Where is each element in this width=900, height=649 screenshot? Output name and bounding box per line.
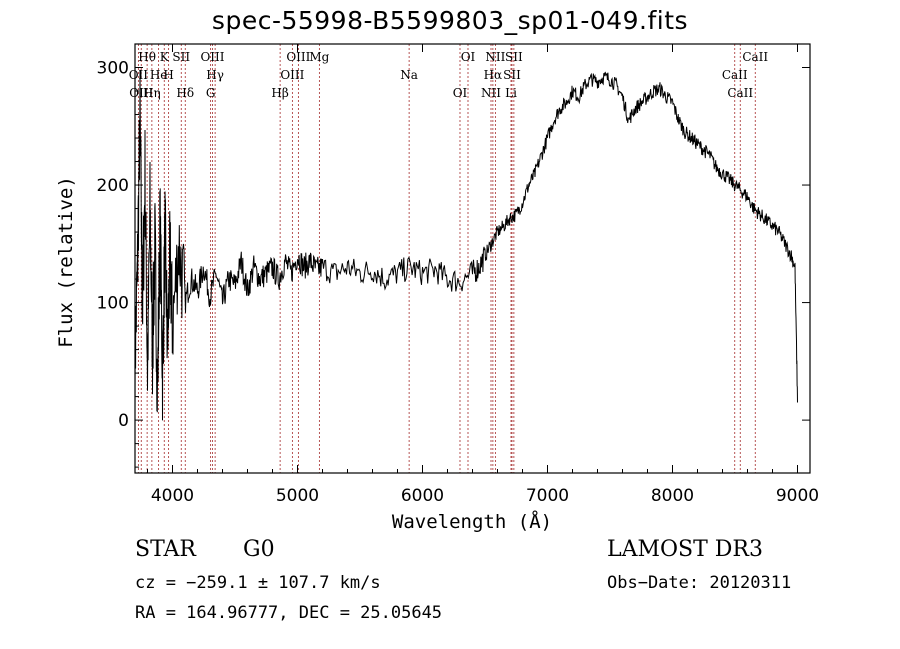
obs-date: Obs−Date: 20120311	[607, 573, 792, 593]
y-tick-label: 300	[97, 59, 129, 79]
x-tick-label: 6000	[401, 486, 444, 506]
spectral-line-label: SII	[503, 68, 521, 82]
spectral-line-label: Hδ	[176, 86, 194, 100]
spectral-line-label: He	[150, 68, 168, 82]
x-tick-label: 8000	[651, 486, 694, 506]
spectral-line-label: OIII	[200, 50, 224, 64]
spectral-line-label: CaII	[742, 50, 768, 64]
spectral-line-label: Hη	[143, 86, 161, 100]
spectral-line-label: SII	[505, 50, 523, 64]
spectral-line-label: G	[206, 86, 216, 100]
spectral-line-label: CaII	[727, 86, 753, 100]
y-tick-label: 0	[118, 411, 129, 431]
spectrum-line	[134, 69, 798, 421]
spectral-line-label: Hγ	[206, 68, 224, 82]
spectral-line-label: CaII	[722, 68, 748, 82]
x-tick-label: 9000	[776, 486, 819, 506]
spectral-line-label: OI	[453, 86, 468, 100]
x-tick-label: 7000	[526, 486, 569, 506]
x-tick-label: 4000	[151, 486, 194, 506]
spectral-line-label: Hβ	[271, 86, 288, 100]
y-axis-label: Flux (relative)	[55, 176, 77, 348]
spectral-line-label: Hθ	[138, 50, 156, 64]
spectral-line-label: NII	[485, 50, 505, 64]
spectral-line-label: OIII	[280, 68, 304, 82]
x-axis-ticks: 4000 5000 6000 7000 8000 9000	[147, 44, 819, 506]
x-axis-label: Wavelength (Å)	[392, 510, 552, 533]
plot-frame	[134, 43, 811, 474]
spectral-line-labels: HθOIIOIIIKHeHηSIIHHδOIIIHγGOIIIOIIIHβMgN…	[129, 50, 769, 100]
spectral-line-label: OI	[461, 50, 476, 64]
spectral-line-label: Mg	[309, 50, 329, 64]
spectral-line-markers	[137, 44, 756, 473]
coordinates: RA = 164.96777, DEC = 25.05645	[135, 603, 443, 623]
star-class: STAR	[135, 537, 196, 562]
spectral-line-label: H	[163, 68, 173, 82]
y-tick-label: 200	[97, 176, 129, 196]
spectral-line-label: Na	[400, 68, 418, 82]
redshift-text: cz = −259.1 ± 107.7 km/s	[135, 573, 381, 593]
spectral-line-label: Li	[505, 86, 517, 100]
y-tick-label: 100	[97, 294, 129, 314]
survey-name: LAMOST DR3	[607, 537, 763, 562]
spectral-line-label: OIII	[286, 50, 310, 64]
spectral-line-label: NII	[481, 86, 501, 100]
y-axis-ticks: 0 100 200 300	[97, 43, 810, 468]
x-tick-label: 5000	[276, 486, 319, 506]
spectral-line-label: Hα	[484, 68, 503, 82]
spectral-line-label: SII	[172, 50, 190, 64]
spectral-line-label: OII	[129, 68, 149, 82]
chart-title: spec-55998-B5599803_sp01-049.fits	[211, 6, 689, 35]
spectral-line-label: K	[160, 50, 170, 64]
star-subclass: G0	[243, 537, 275, 562]
